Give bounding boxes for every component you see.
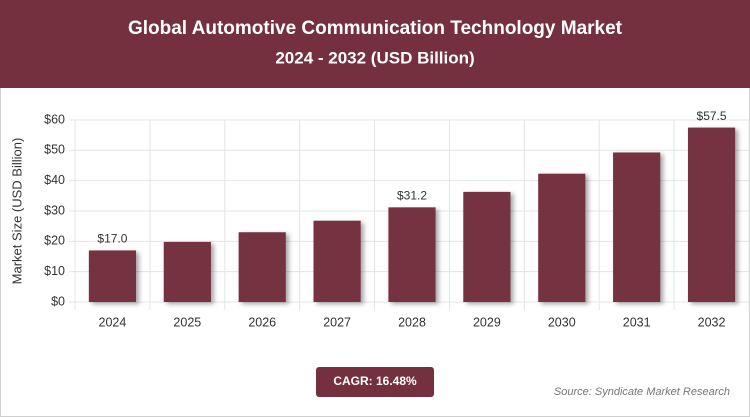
bar (313, 220, 361, 302)
x-tick-label: 2029 (473, 315, 501, 329)
data-label: $17.0 (97, 232, 127, 246)
bar (88, 250, 137, 302)
y-tick-label: $10 (44, 264, 65, 278)
x-tick-label: 2032 (698, 315, 726, 329)
bar (238, 232, 286, 302)
x-tick-label: 2028 (398, 315, 426, 329)
x-tick-label: 2031 (623, 315, 651, 329)
chart-subtitle: 2024 - 2032 (USD Billion) (275, 48, 474, 67)
source: Source: Syndicate Market Research (554, 386, 730, 398)
y-tick-label: $30 (44, 203, 65, 217)
x-tick-label: 2027 (323, 315, 351, 329)
bar (163, 241, 211, 302)
x-tick-label: 2024 (99, 315, 127, 329)
header (0, 0, 750, 88)
y-axis-label: Market Size (USD Billion) (9, 138, 24, 285)
bar (388, 207, 436, 302)
bar (538, 173, 586, 302)
y-tick-label: $0 (51, 294, 65, 308)
bar (463, 191, 511, 302)
y-tick-label: $50 (44, 143, 65, 157)
data-label: $57.5 (697, 109, 727, 123)
cagr-label: CAGR: 16.48% (333, 374, 417, 388)
y-tick-label: $60 (44, 112, 65, 126)
y-tick-label: $40 (44, 173, 65, 187)
cagr-badge (316, 367, 434, 397)
chart-title: Global Automotive Communication Technolo… (128, 18, 623, 39)
x-tick-label: 2030 (548, 315, 576, 329)
x-tick-label: 2025 (173, 315, 201, 329)
bar (687, 127, 736, 302)
x-tick-label: 2026 (248, 315, 276, 329)
data-label: $31.2 (397, 189, 427, 203)
y-tick-label: $20 (44, 234, 65, 248)
bar (613, 152, 661, 302)
